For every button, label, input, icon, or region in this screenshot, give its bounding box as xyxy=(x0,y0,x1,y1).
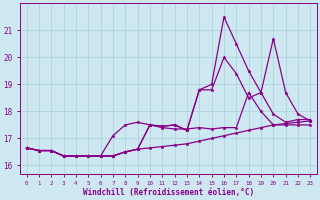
X-axis label: Windchill (Refroidissement éolien,°C): Windchill (Refroidissement éolien,°C) xyxy=(83,188,254,197)
